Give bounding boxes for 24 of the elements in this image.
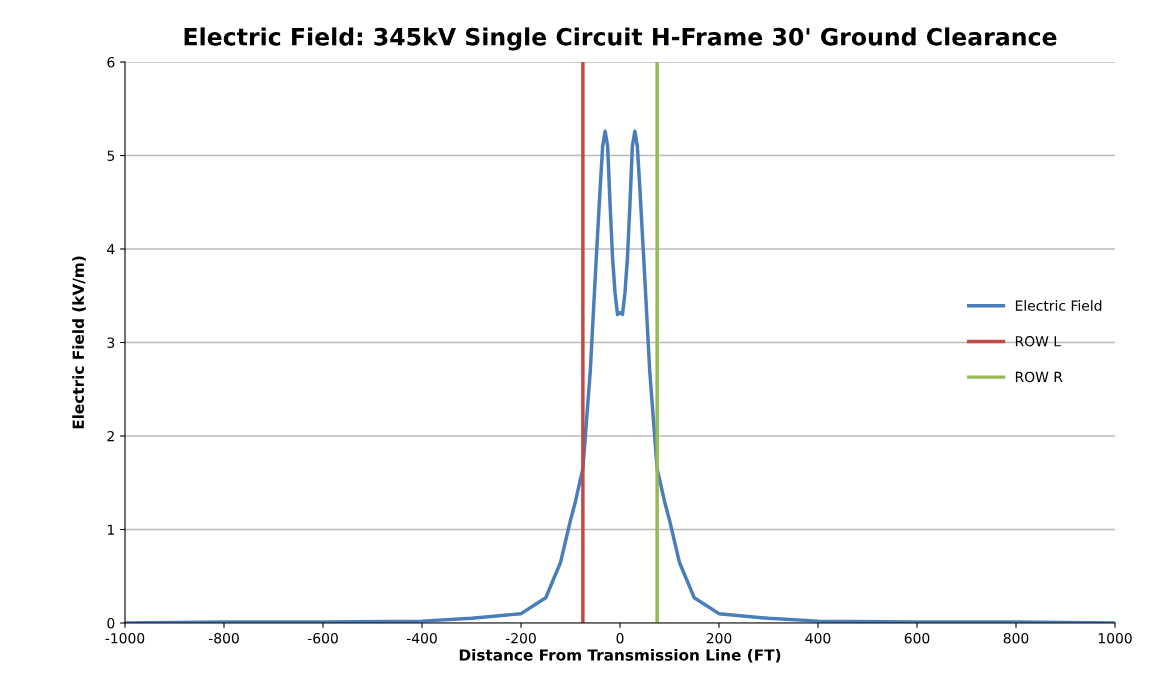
chart-title: Electric Field: 345kV Single Circuit H-Frame 30' Ground Clearance — [184, 27, 1057, 51]
y-tick-label: 1 — [107, 524, 114, 535]
x-tick-label: 600 — [904, 632, 930, 644]
y-tick-label: 3 — [107, 337, 115, 348]
x-tick-label: 1000 — [1098, 632, 1132, 644]
x-tick-label: 800 — [1003, 632, 1029, 644]
y-axis-title: Electric Field (kV/m) — [72, 256, 86, 429]
x-tick-label: 0 — [616, 632, 624, 644]
x-tick-label: -400 — [406, 632, 437, 644]
x-axis-title: Distance From Transmission Line (FT) — [459, 648, 781, 663]
x-tick-label: 400 — [805, 632, 831, 644]
y-tick-label: 5 — [107, 150, 115, 161]
legend-label: ROW L — [1015, 336, 1061, 347]
y-tick-label: 6 — [107, 56, 115, 68]
x-tick-label: -1000 — [105, 632, 145, 644]
x-tick-label: -800 — [208, 632, 239, 644]
legend-label: Electric Field — [1015, 300, 1102, 311]
y-tick-label: 4 — [107, 244, 115, 255]
x-tick-label: 200 — [706, 632, 732, 644]
x-tick-label: -600 — [307, 632, 338, 644]
y-tick-label: 0 — [107, 617, 115, 629]
legend-label: ROW R — [1015, 371, 1063, 383]
x-tick-label: -200 — [505, 632, 536, 644]
y-tick-label: 2 — [107, 430, 114, 442]
